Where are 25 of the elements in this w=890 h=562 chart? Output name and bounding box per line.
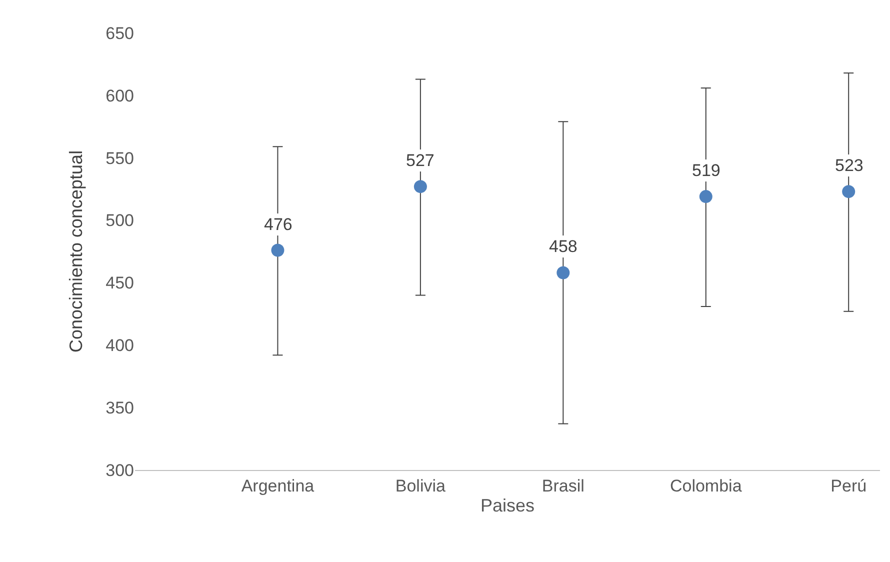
data-label: 527 — [406, 151, 434, 170]
point — [556, 266, 570, 280]
y-tick-label: 650 — [106, 24, 134, 43]
data-label: 476 — [264, 215, 292, 234]
y-tick-label: 350 — [106, 398, 134, 418]
data-label: 458 — [549, 237, 578, 256]
point — [842, 185, 856, 198]
y-tick-label: 500 — [106, 211, 134, 230]
point — [271, 244, 284, 257]
y-tick-label: 300 — [106, 460, 134, 480]
point — [699, 190, 712, 204]
y-tick-label: 450 — [106, 274, 134, 293]
x-tick-label: Bolivia — [395, 476, 446, 496]
x-tick-label: Colombia — [670, 476, 742, 496]
x-tick-label: Argentina — [241, 476, 315, 496]
x-axis-title: Paises — [480, 496, 535, 516]
y-tick-label: 550 — [106, 148, 134, 168]
x-tick-label: Perú — [830, 476, 867, 496]
y-tick-label: 400 — [106, 336, 134, 356]
y-tick-label: 600 — [106, 86, 134, 106]
x-tick-label: Brasil — [542, 476, 584, 496]
y-axis-title: Conocimiento conceptual — [66, 150, 86, 353]
data-label: 519 — [692, 161, 720, 180]
point — [414, 180, 427, 194]
data-label: 523 — [835, 156, 864, 175]
